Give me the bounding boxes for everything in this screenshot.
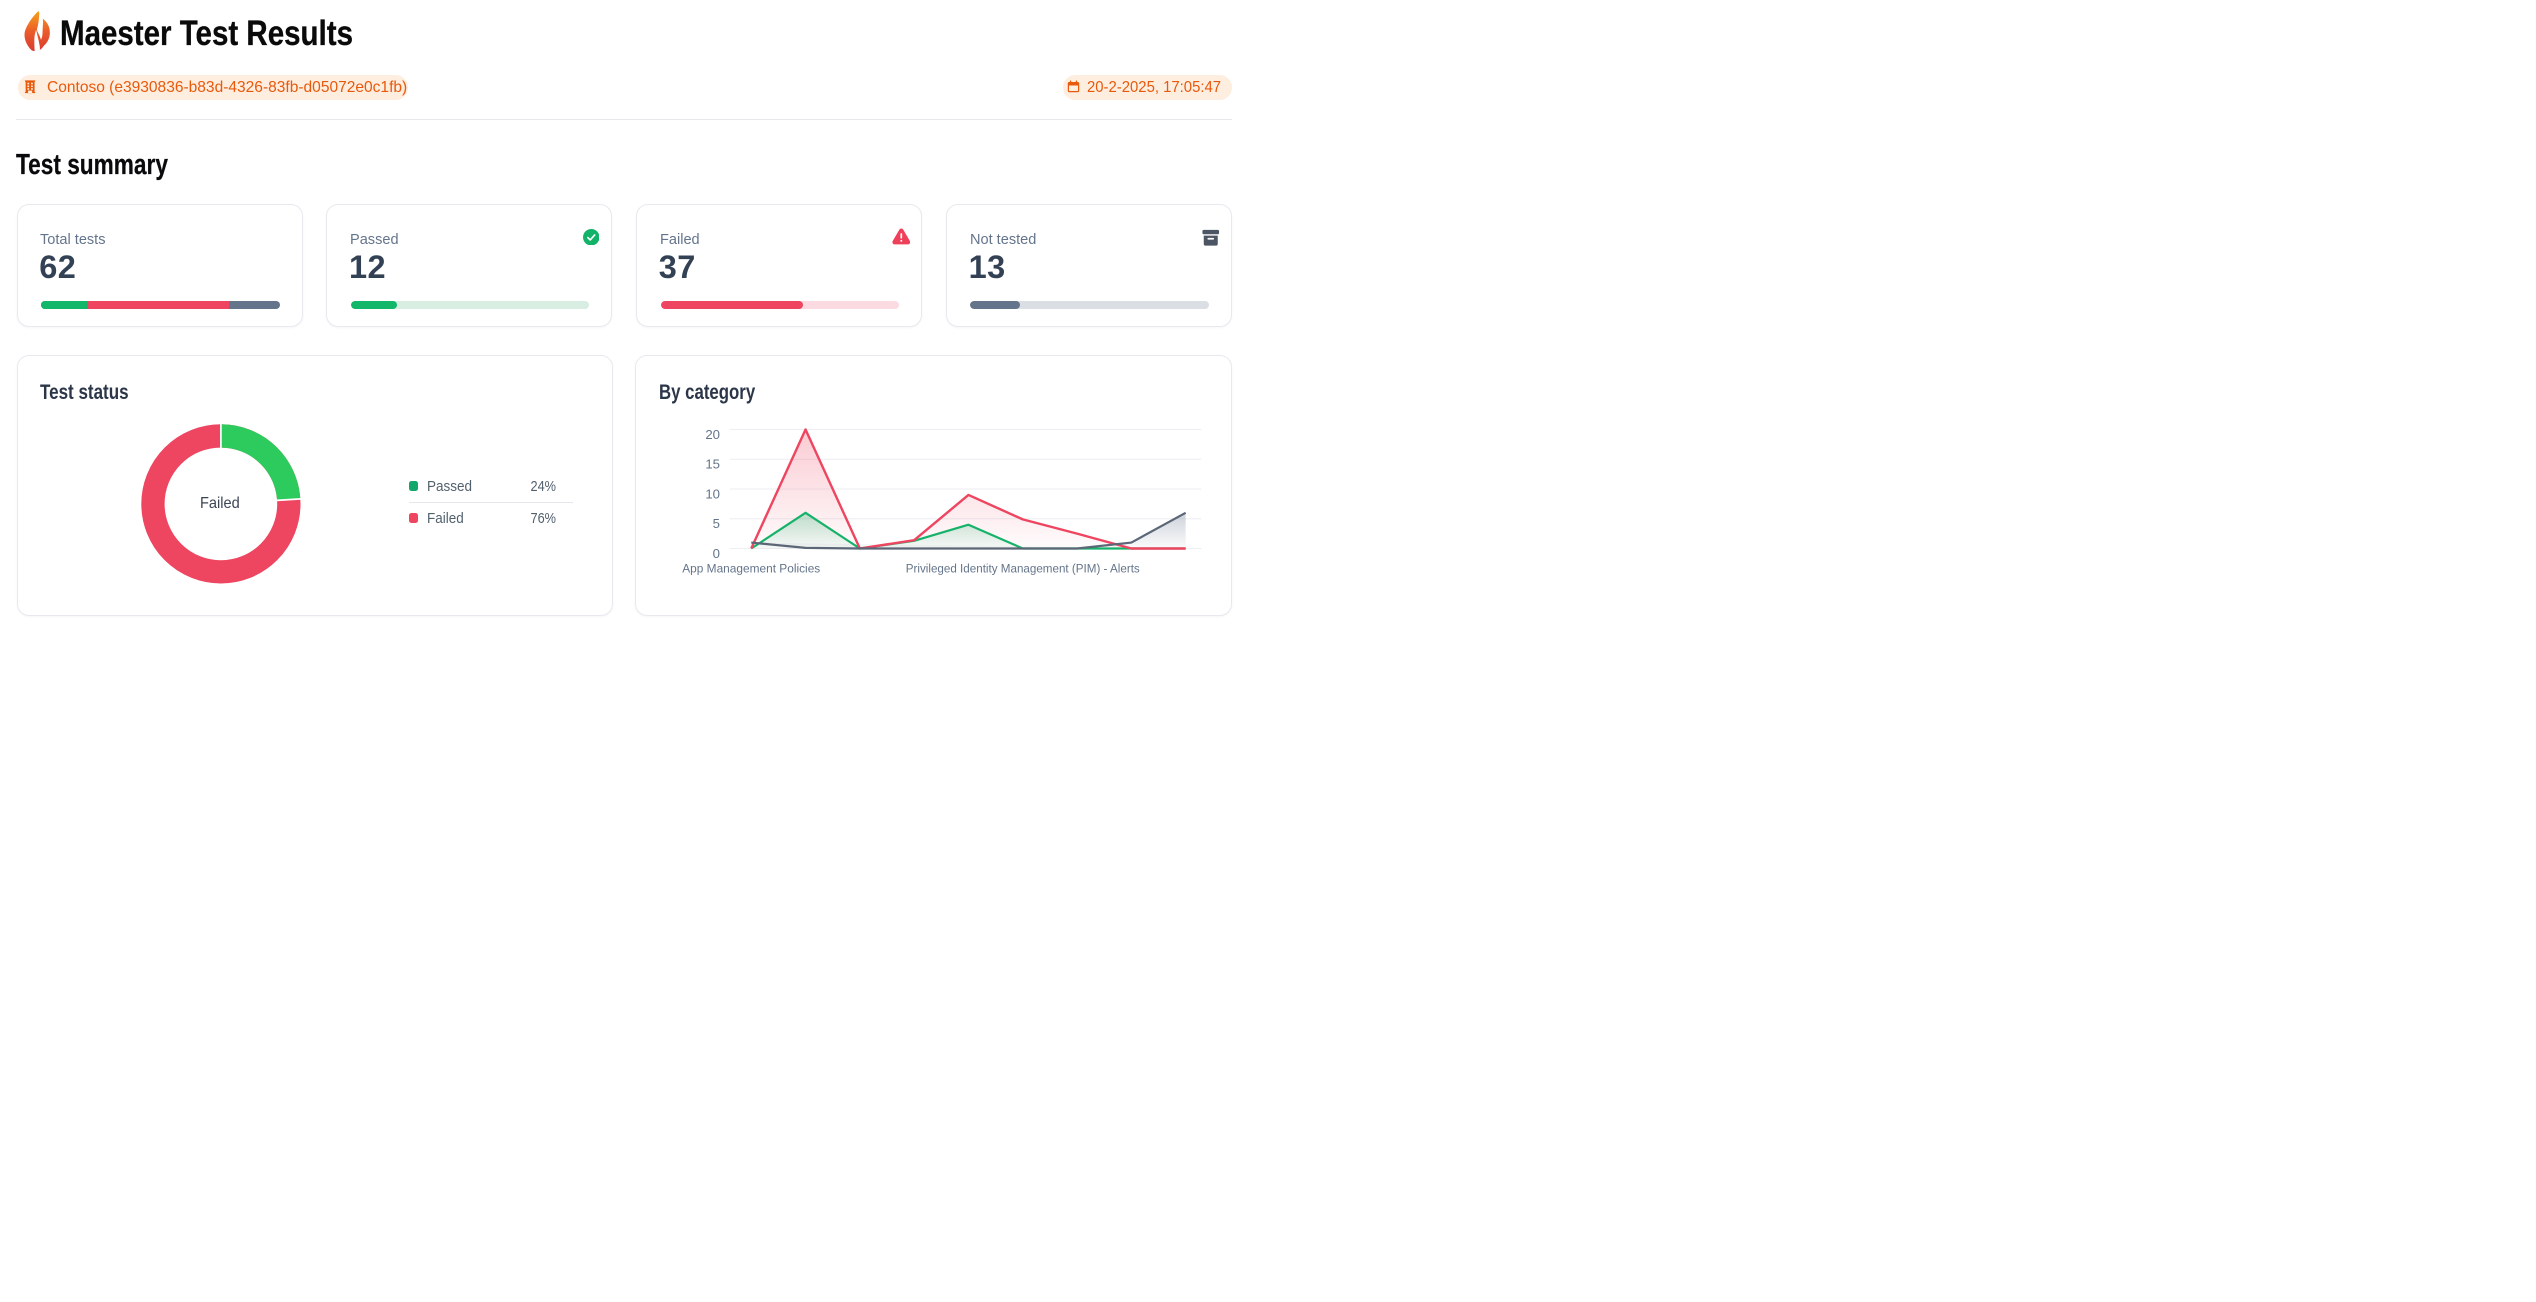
svg-text:20: 20	[706, 427, 721, 442]
svg-text:15: 15	[706, 457, 721, 472]
svg-text:10: 10	[706, 486, 721, 501]
svg-text:5: 5	[713, 516, 720, 531]
svg-text:0: 0	[713, 546, 720, 561]
svg-text:Failed: Failed	[200, 495, 240, 512]
svg-text:Privileged Identity Management: Privileged Identity Management (PIM) - A…	[906, 561, 1140, 575]
svg-text:App Management Policies: App Management Policies	[683, 561, 821, 575]
